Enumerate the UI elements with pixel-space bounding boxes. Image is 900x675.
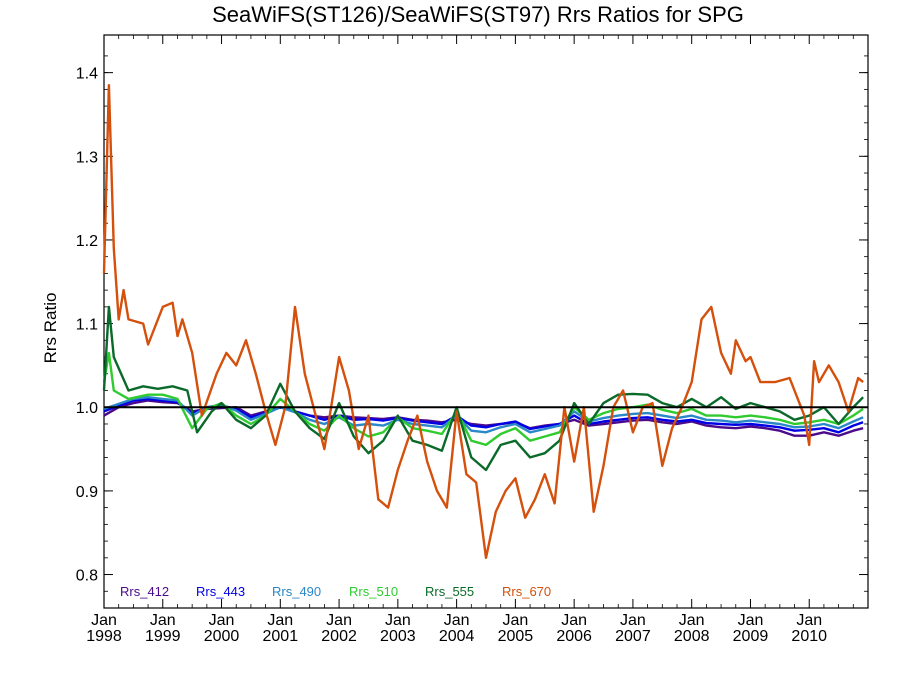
y-tick-label: 0.8 bbox=[76, 568, 98, 585]
x-tick-label-month: Jan bbox=[738, 612, 764, 629]
y-tick-label: 1.2 bbox=[76, 233, 98, 250]
x-tick-label-year: 2007 bbox=[615, 628, 651, 645]
y-tick-label: 1.4 bbox=[76, 66, 98, 83]
x-tick-label-year: 2001 bbox=[263, 628, 299, 645]
x-tick-label-month: Jan bbox=[209, 612, 235, 629]
x-tick-label-month: Jan bbox=[444, 612, 470, 629]
legend-entry-rrs-412: Rrs_412 bbox=[120, 584, 169, 599]
series-line-rrs-555 bbox=[102, 305, 864, 472]
x-tick-label-year: 2010 bbox=[791, 628, 827, 645]
legend-entry-rrs-443: Rrs_443 bbox=[196, 584, 245, 599]
x-tick-label-year: 2006 bbox=[556, 628, 592, 645]
x-tick-label-year: 2005 bbox=[498, 628, 534, 645]
x-tick-label-month: Jan bbox=[502, 612, 528, 629]
series-line-rrs-490 bbox=[103, 396, 864, 434]
x-tick-label-month: Jan bbox=[267, 612, 293, 629]
x-tick-label-year: 2003 bbox=[380, 628, 416, 645]
x-tick-label-month: Jan bbox=[620, 612, 646, 629]
x-tick-label-year: 2004 bbox=[439, 628, 475, 645]
x-tick-label-month: Jan bbox=[326, 612, 352, 629]
y-tick-label: 1.3 bbox=[76, 149, 98, 166]
x-tick-label-year: 2002 bbox=[321, 628, 357, 645]
plot-frame bbox=[103, 34, 869, 609]
x-tick-label-month: Jan bbox=[561, 612, 587, 629]
legend-entry-rrs-555: Rrs_555 bbox=[425, 584, 474, 599]
y-axis-label: Rrs Ratio bbox=[41, 293, 60, 364]
x-tick-label-year: 1998 bbox=[86, 628, 122, 645]
y-tick-label: 1.0 bbox=[76, 400, 98, 417]
y-tick-label: 1.1 bbox=[76, 317, 98, 334]
x-tick-label-month: Jan bbox=[385, 612, 411, 629]
x-tick-label-year: 2009 bbox=[733, 628, 769, 645]
x-tick-label-month: Jan bbox=[679, 612, 705, 629]
series-line-rrs-670 bbox=[102, 84, 864, 559]
x-tick-label-month: Jan bbox=[91, 612, 117, 629]
legend-entry-rrs-670: Rrs_670 bbox=[502, 584, 551, 599]
legend-entry-rrs-510: Rrs_510 bbox=[349, 584, 398, 599]
x-tick-label-year: 2000 bbox=[204, 628, 240, 645]
x-tick-label-month: Jan bbox=[796, 612, 822, 629]
x-tick-label-year: 2008 bbox=[674, 628, 710, 645]
x-tick-label-month: Jan bbox=[150, 612, 176, 629]
legend-entry-rrs-490: Rrs_490 bbox=[272, 584, 321, 599]
plot-area: 0.80.91.01.11.21.31.4Jan1998Jan1999Jan20… bbox=[76, 34, 869, 645]
x-tick-label-year: 1999 bbox=[145, 628, 181, 645]
y-tick-label: 0.9 bbox=[76, 484, 98, 501]
chart-title: SeaWiFS(ST126)/SeaWiFS(ST97) Rrs Ratios … bbox=[212, 2, 744, 27]
